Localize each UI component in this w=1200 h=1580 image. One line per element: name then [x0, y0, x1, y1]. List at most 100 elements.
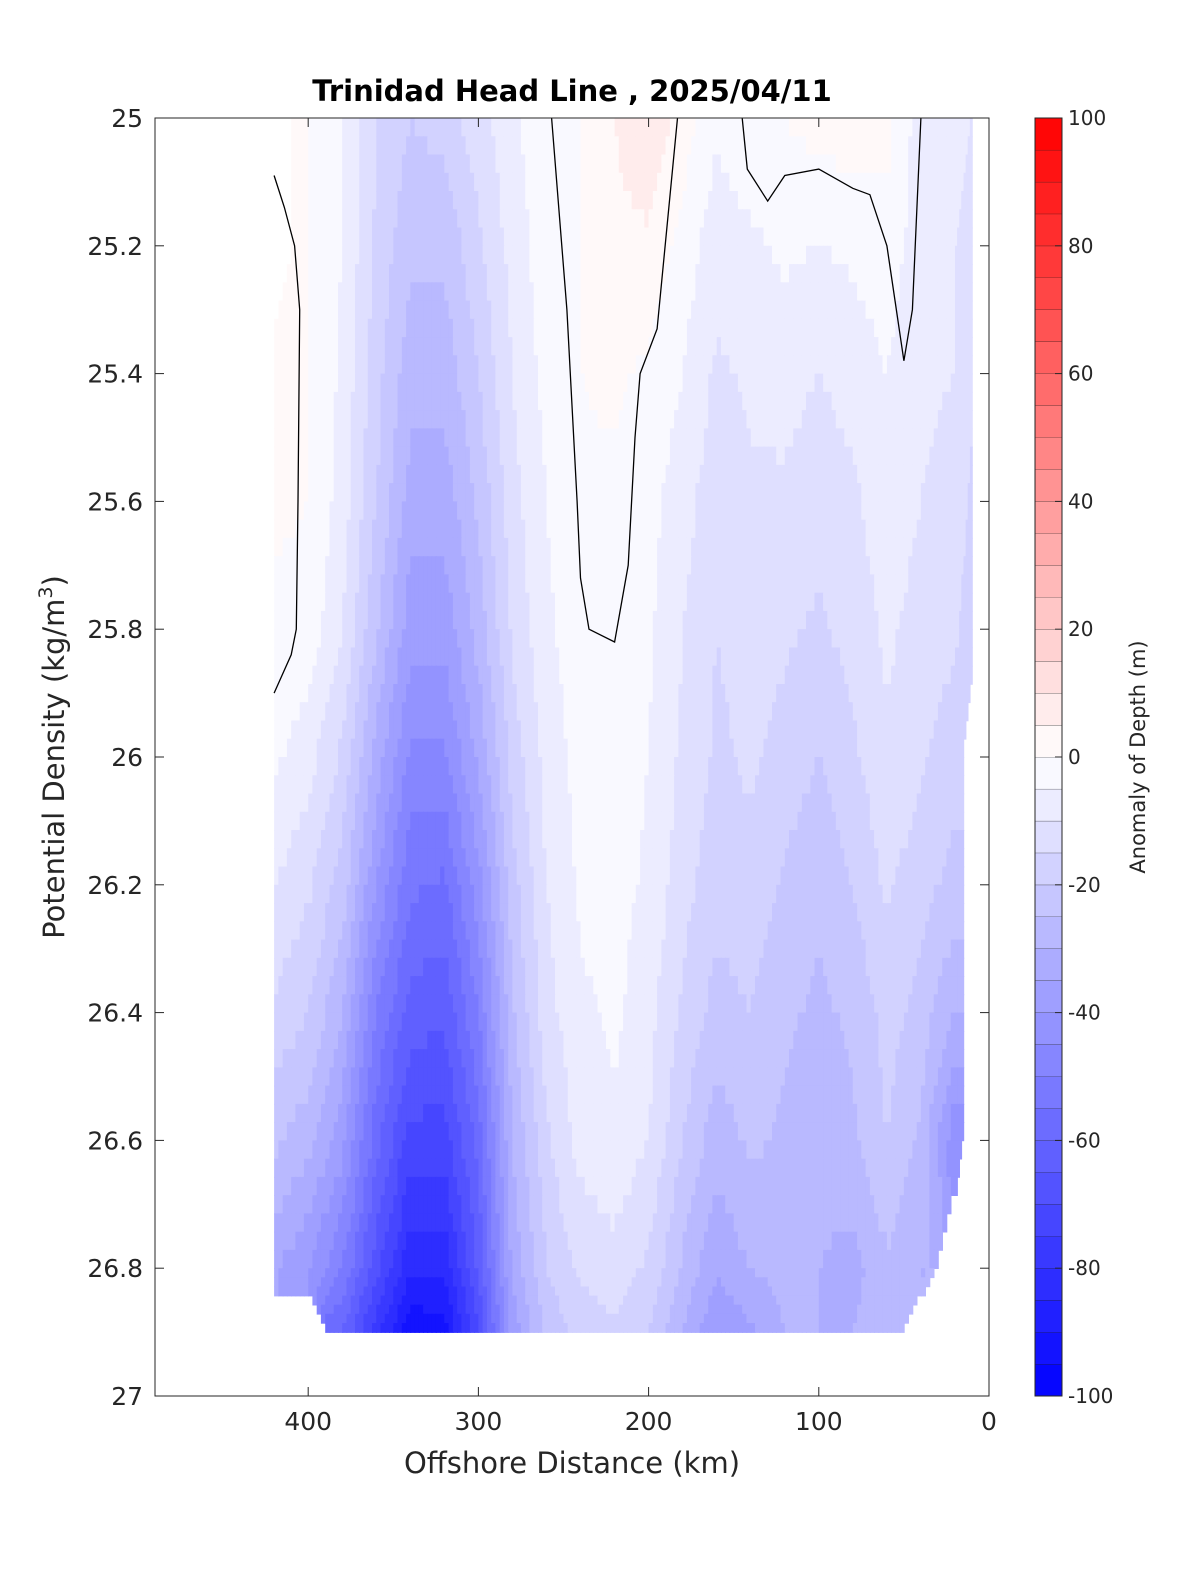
- contour-cell: [969, 245, 973, 265]
- contour-cell: [737, 501, 743, 521]
- contour-cell: [955, 118, 958, 138]
- contour-cell: [427, 610, 433, 630]
- contour-cell: [969, 592, 973, 612]
- contour-cell: [946, 574, 952, 594]
- contour-cell: [320, 574, 326, 594]
- contour-cell: [572, 264, 578, 284]
- contour-cell: [835, 446, 841, 466]
- contour-cell: [520, 428, 526, 448]
- contour-cell: [550, 464, 556, 484]
- contour-cell: [857, 483, 863, 503]
- contour-cell: [857, 464, 863, 484]
- contour-cell: [640, 391, 646, 411]
- contour-cell: [763, 464, 769, 484]
- contour-cell: [465, 318, 471, 338]
- contour-cell: [457, 391, 463, 411]
- contour-cell: [823, 464, 829, 484]
- contour-cell: [440, 318, 446, 338]
- contour-cell: [610, 118, 616, 138]
- contour-cell: [742, 337, 748, 357]
- contour-cell: [491, 337, 497, 357]
- contour-cell: [393, 282, 399, 302]
- contour-cell: [444, 410, 450, 430]
- contour-cell: [869, 428, 875, 448]
- contour-cell: [431, 410, 437, 430]
- contour-cell: [742, 446, 748, 466]
- contour-cell: [380, 720, 386, 740]
- contour-cell: [406, 264, 412, 284]
- contour-cell: [831, 446, 837, 466]
- contour-cell: [401, 118, 407, 138]
- contour-cell: [874, 519, 880, 539]
- contour-cell: [661, 483, 667, 503]
- contour-cell: [555, 428, 561, 448]
- contour-cell: [776, 483, 782, 503]
- contour-cell: [329, 154, 335, 174]
- contour-cell: [961, 464, 965, 484]
- contour-cell: [733, 592, 739, 612]
- contour-cell: [427, 464, 433, 484]
- contour-cell: [703, 464, 709, 484]
- contour-cell: [852, 537, 858, 557]
- contour-cell: [401, 154, 407, 174]
- contour-cell: [703, 574, 709, 594]
- contour-cell: [767, 245, 773, 265]
- contour-cell: [584, 592, 590, 612]
- contour-cell: [474, 537, 480, 557]
- contour-cell: [397, 428, 403, 448]
- contour-cell: [606, 191, 612, 211]
- contour-cell: [763, 227, 769, 247]
- contour-cell: [961, 446, 965, 466]
- contour-cell: [384, 574, 390, 594]
- contour-cell: [520, 410, 526, 430]
- contour-cell: [678, 556, 684, 576]
- contour-cell: [350, 574, 356, 594]
- contour-cell: [316, 355, 322, 375]
- contour-cell: [342, 373, 348, 393]
- contour-cell: [427, 209, 433, 229]
- contour-cell: [703, 519, 709, 539]
- contour-cell: [593, 556, 599, 576]
- contour-cell: [878, 592, 884, 612]
- contour-cell: [767, 318, 773, 338]
- contour-cell: [499, 209, 505, 229]
- contour-cell: [401, 483, 407, 503]
- contour-cell: [669, 264, 675, 284]
- contour-cell: [916, 373, 922, 393]
- contour-cell: [946, 337, 952, 357]
- contour-cell: [435, 391, 441, 411]
- contour-cell: [848, 556, 854, 576]
- contour-cell: [661, 373, 667, 393]
- contour-cell: [435, 118, 441, 138]
- contour-cell: [572, 227, 578, 247]
- contour-cell: [440, 410, 446, 430]
- contour-cell: [397, 264, 403, 284]
- contour-cell: [614, 245, 620, 265]
- contour-cell: [874, 483, 880, 503]
- contour-cell: [801, 464, 807, 484]
- contour-cell: [742, 172, 748, 192]
- contour-cell: [912, 300, 918, 320]
- contour-cell: [486, 537, 492, 557]
- contour-cell: [908, 300, 914, 320]
- contour-cell: [516, 118, 522, 138]
- contour-cell: [372, 410, 378, 430]
- contour-cell: [512, 483, 518, 503]
- contour-cell: [793, 410, 799, 430]
- contour-cell: [733, 556, 739, 576]
- contour-cell: [533, 373, 539, 393]
- contour-cell: [644, 574, 650, 594]
- contour-cell: [844, 537, 850, 557]
- contour-cell: [963, 483, 967, 503]
- contour-cell: [912, 464, 918, 484]
- contour-cell: [967, 118, 971, 138]
- contour-cell: [950, 264, 956, 284]
- contour-cell: [389, 118, 395, 138]
- contour-cell: [308, 191, 314, 211]
- contour-cell: [329, 483, 335, 503]
- contour-cell: [678, 318, 684, 338]
- contour-cell: [278, 684, 284, 704]
- contour-cell: [338, 610, 344, 630]
- contour-cell: [563, 610, 569, 630]
- contour-cell: [516, 574, 522, 594]
